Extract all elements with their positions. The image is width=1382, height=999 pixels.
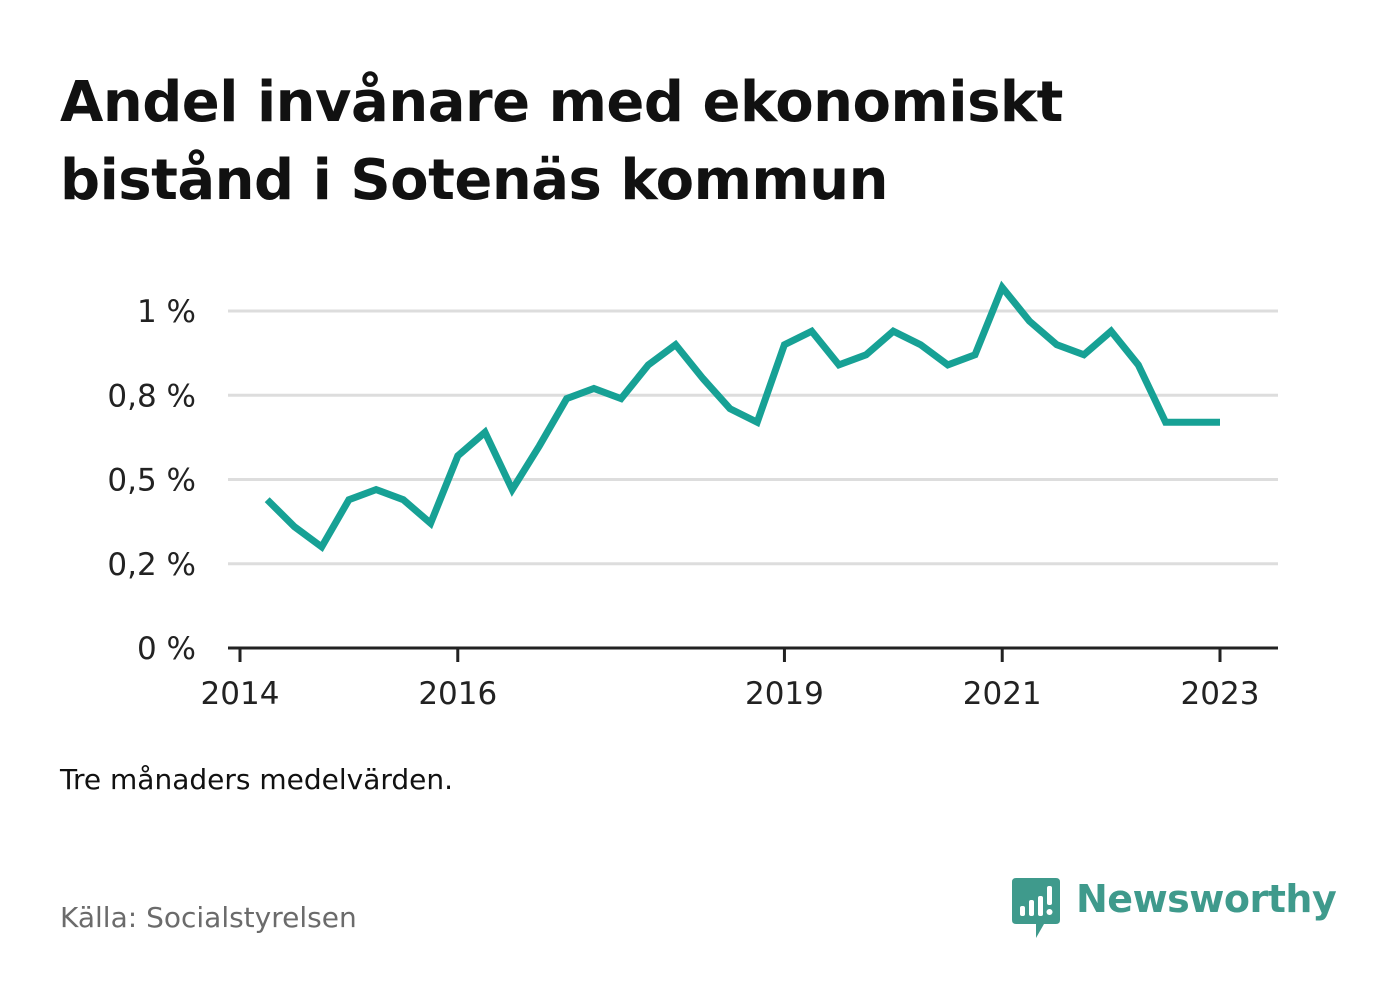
newsworthy-logo-icon xyxy=(1012,878,1060,938)
data-point xyxy=(1217,419,1224,426)
brand-logo: Newsworthy xyxy=(1012,877,1337,940)
x-tick-label: 2014 xyxy=(201,676,280,712)
data-point xyxy=(345,496,352,503)
data-point xyxy=(1053,341,1060,348)
data-point xyxy=(264,496,271,503)
data-point xyxy=(454,452,461,459)
data-point xyxy=(863,351,870,358)
data-point xyxy=(808,328,815,335)
y-tick-label: 0,2 % xyxy=(107,547,196,583)
data-point xyxy=(536,442,543,449)
series-layer xyxy=(264,280,1224,553)
data-point xyxy=(1162,419,1169,426)
data-point xyxy=(1189,419,1196,426)
data-point xyxy=(972,351,979,358)
source-text: Källa: Socialstyrelsen xyxy=(60,901,357,934)
data-point xyxy=(1026,318,1033,325)
data-point xyxy=(1135,361,1142,368)
data-point xyxy=(318,543,325,550)
x-tick-label: 2016 xyxy=(418,676,497,712)
data-point xyxy=(1108,328,1115,335)
y-tick-label: 0 % xyxy=(137,631,196,667)
x-tick-label: 2023 xyxy=(1181,676,1260,712)
data-point xyxy=(373,486,380,493)
data-point xyxy=(590,385,597,392)
data-point xyxy=(291,523,298,530)
data-point xyxy=(1080,351,1087,358)
data-point xyxy=(917,341,924,348)
data-point xyxy=(672,341,679,348)
data-point xyxy=(999,284,1006,291)
data-point xyxy=(944,361,951,368)
data-point xyxy=(754,419,761,426)
data-point xyxy=(482,429,489,436)
data-point xyxy=(400,496,407,503)
data-point xyxy=(727,405,734,412)
data-point xyxy=(890,328,897,335)
gridlines xyxy=(228,309,1278,566)
x-tick-label: 2019 xyxy=(745,676,824,712)
data-point xyxy=(509,486,516,493)
data-point xyxy=(781,341,788,348)
data-point xyxy=(618,395,625,402)
data-point xyxy=(645,361,652,368)
brand-name: Newsworthy xyxy=(1076,877,1337,921)
x-tick-label: 2021 xyxy=(963,676,1042,712)
data-point xyxy=(427,520,434,527)
series-line xyxy=(264,280,1220,553)
data-point xyxy=(835,361,842,368)
data-point xyxy=(563,395,570,402)
chart-note: Tre månaders medelvärden. xyxy=(60,763,454,796)
y-tick-label: 0,5 % xyxy=(107,463,196,499)
y-tick-label: 1 % xyxy=(137,294,196,330)
y-tick-label: 0,8 % xyxy=(107,378,196,414)
chart-title: Andel invånare med ekonomiskt bistånd i … xyxy=(60,70,1063,213)
axes: 0 % 0,2 % 0,5 % 0,8 % 1 % 2014 2016 2019 2021 202… xyxy=(107,294,1278,712)
data-point xyxy=(699,375,706,382)
